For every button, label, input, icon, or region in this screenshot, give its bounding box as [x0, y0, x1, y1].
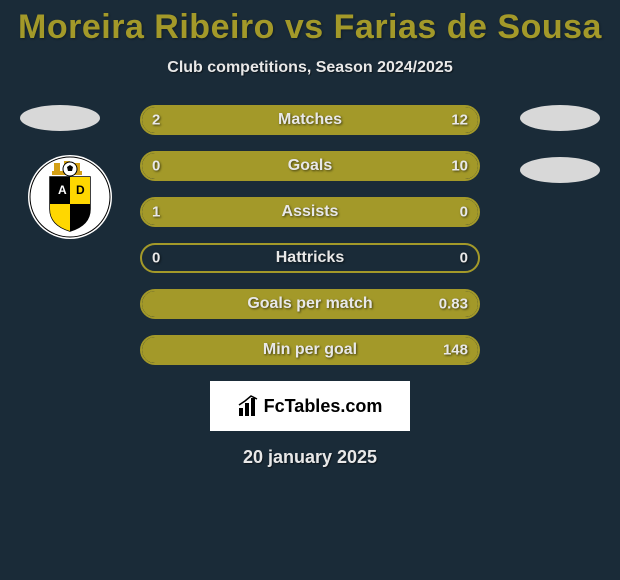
- subtitle: Club competitions, Season 2024/2025: [0, 59, 620, 77]
- stat-label: Goals: [140, 157, 480, 175]
- player-right-placeholder-1: [520, 105, 600, 131]
- stat-bars: Matches212Goals010Assists10Hattricks00Go…: [140, 105, 480, 365]
- stat-value-left: 0: [152, 158, 160, 175]
- footer-brand-box: FcTables.com: [210, 381, 410, 431]
- stat-value-left: 2: [152, 112, 160, 129]
- stat-value-right: 148: [443, 342, 468, 359]
- stat-value-right: 10: [451, 158, 468, 175]
- stat-value-left: 1: [152, 204, 160, 221]
- club-badge: A D: [28, 155, 112, 239]
- brand-text: FcTables.com: [264, 396, 383, 417]
- stat-label: Min per goal: [140, 341, 480, 359]
- stat-value-right: 0.83: [439, 296, 468, 313]
- svg-text:D: D: [76, 183, 85, 197]
- brand-logo: FcTables.com: [238, 395, 383, 417]
- stat-value-right: 0: [460, 204, 468, 221]
- stat-value-right: 0: [460, 250, 468, 267]
- player-left-placeholder: [20, 105, 100, 131]
- stat-label: Matches: [140, 111, 480, 129]
- stat-label: Hattricks: [140, 249, 480, 267]
- stat-row: Matches2 12: [140, 105, 480, 135]
- club-badge-icon: A D: [28, 155, 112, 239]
- stat-label: Goals per match: [140, 295, 480, 313]
- comparison-content: A D Matches212Goals010Assists10Hattricks…: [0, 105, 620, 365]
- player-right-placeholder-2: [520, 157, 600, 183]
- page-title: Moreira Ribeiro vs Farias de Sousa: [0, 0, 620, 47]
- stat-row: Goals0 10: [140, 151, 480, 181]
- stat-value-right: 12: [451, 112, 468, 129]
- stat-value-left: 0: [152, 250, 160, 267]
- stat-row: Hattricks0 0: [140, 243, 480, 273]
- stat-row: Goals per match0.83: [140, 289, 480, 319]
- svg-text:A: A: [58, 183, 67, 197]
- stat-row: Assists1 0: [140, 197, 480, 227]
- stat-label: Assists: [140, 203, 480, 221]
- footer-date: 20 january 2025: [0, 447, 620, 468]
- stat-row: Min per goal148: [140, 335, 480, 365]
- chart-icon: [238, 395, 260, 417]
